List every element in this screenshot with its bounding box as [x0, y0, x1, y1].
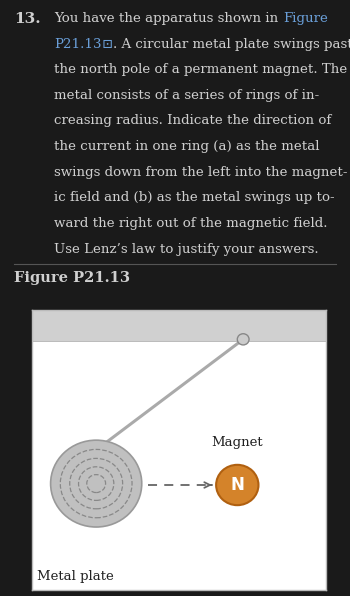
Circle shape [237, 334, 249, 345]
Text: Magnet: Magnet [211, 436, 263, 449]
Text: Figure P21.13: Figure P21.13 [14, 271, 130, 285]
Text: the north pole of a permanent magnet. The: the north pole of a permanent magnet. Th… [54, 63, 348, 76]
Text: N: N [230, 476, 244, 494]
Text: ward the right out of the magnetic field.: ward the right out of the magnetic field… [54, 217, 328, 230]
Text: 13.: 13. [14, 12, 41, 26]
Text: Metal plate: Metal plate [37, 570, 114, 583]
Text: creasing radius. Indicate the direction of: creasing radius. Indicate the direction … [54, 114, 332, 128]
Circle shape [216, 465, 258, 505]
Text: You have the apparatus shown in: You have the apparatus shown in [54, 12, 283, 25]
Text: Figure: Figure [283, 12, 328, 25]
Text: ic field and (b) as the metal swings up to-: ic field and (b) as the metal swings up … [54, 191, 335, 204]
Text: . A circular metal plate swings past: . A circular metal plate swings past [113, 38, 350, 51]
Text: swings down from the left into the magnet-: swings down from the left into the magne… [54, 166, 348, 179]
Text: the current in one ring (a) as the metal: the current in one ring (a) as the metal [54, 140, 320, 153]
Text: ⊡: ⊡ [102, 38, 113, 51]
Circle shape [51, 440, 142, 527]
Text: Use Lenz’s law to justify your answers.: Use Lenz’s law to justify your answers. [54, 243, 319, 256]
Bar [32, 310, 326, 341]
Text: metal consists of a series of rings of in-: metal consists of a series of rings of i… [54, 89, 320, 102]
Text: P21.13: P21.13 [54, 38, 102, 51]
